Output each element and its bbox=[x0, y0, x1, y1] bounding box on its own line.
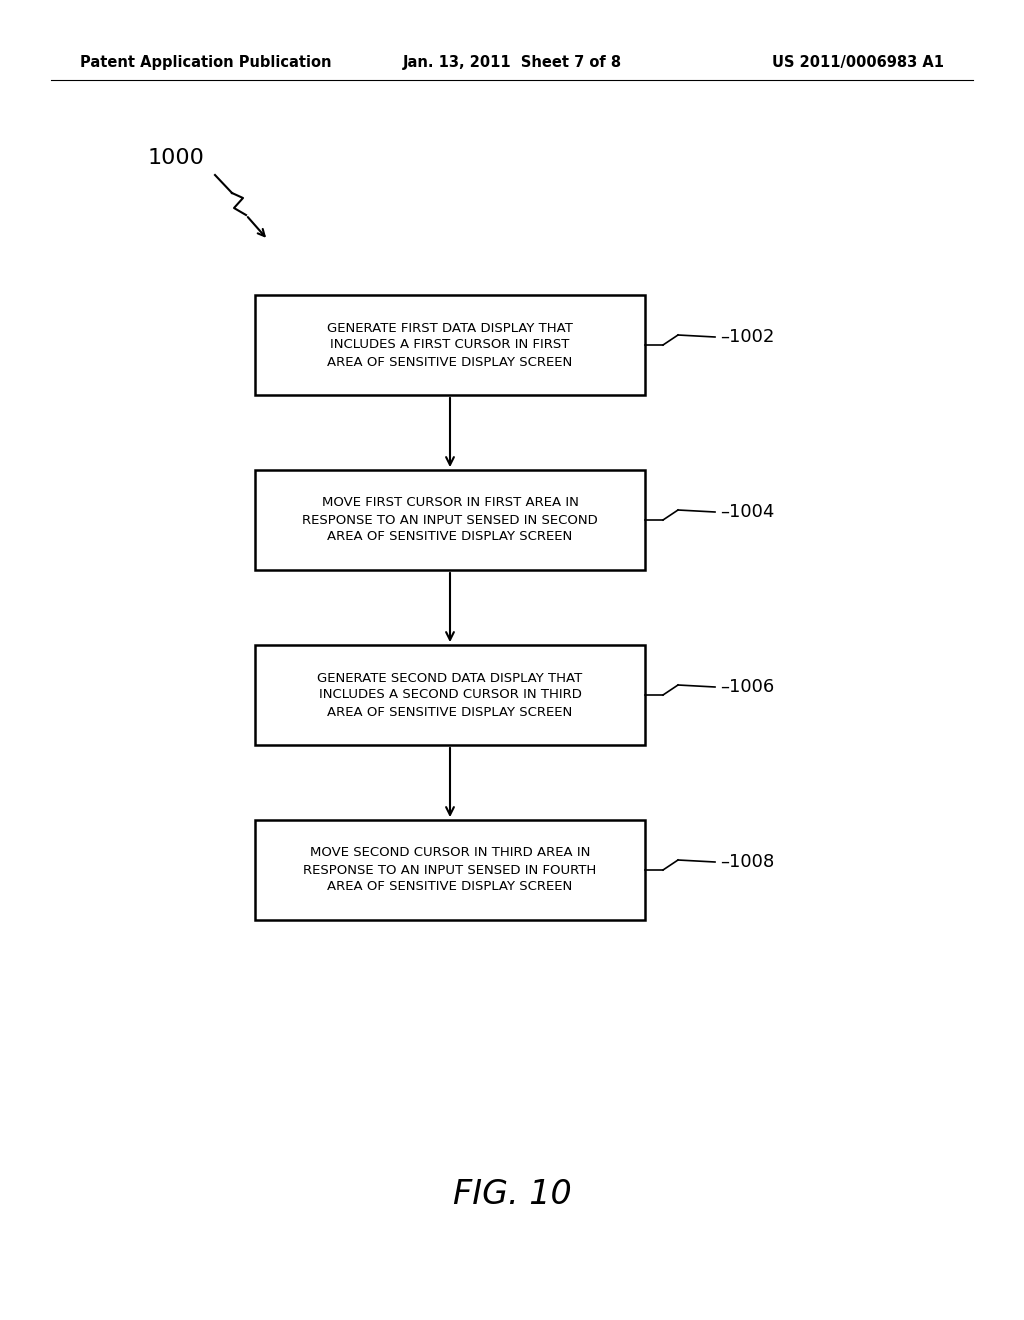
Text: 1000: 1000 bbox=[148, 148, 205, 168]
Text: Patent Application Publication: Patent Application Publication bbox=[80, 54, 332, 70]
Text: US 2011/0006983 A1: US 2011/0006983 A1 bbox=[772, 54, 944, 70]
Text: –1008: –1008 bbox=[720, 853, 774, 871]
Text: –1004: –1004 bbox=[720, 503, 774, 521]
Text: MOVE FIRST CURSOR IN FIRST AREA IN
RESPONSE TO AN INPUT SENSED IN SECOND
AREA OF: MOVE FIRST CURSOR IN FIRST AREA IN RESPO… bbox=[302, 496, 598, 544]
Bar bbox=[255, 645, 645, 744]
Text: –1006: –1006 bbox=[720, 678, 774, 696]
Text: MOVE SECOND CURSOR IN THIRD AREA IN
RESPONSE TO AN INPUT SENSED IN FOURTH
AREA O: MOVE SECOND CURSOR IN THIRD AREA IN RESP… bbox=[303, 846, 597, 894]
Bar bbox=[255, 820, 645, 920]
Text: –1002: –1002 bbox=[720, 327, 774, 346]
Text: GENERATE SECOND DATA DISPLAY THAT
INCLUDES A SECOND CURSOR IN THIRD
AREA OF SENS: GENERATE SECOND DATA DISPLAY THAT INCLUD… bbox=[317, 672, 583, 718]
Bar bbox=[255, 294, 645, 395]
Bar bbox=[255, 470, 645, 570]
Text: FIG. 10: FIG. 10 bbox=[453, 1179, 571, 1212]
Text: GENERATE FIRST DATA DISPLAY THAT
INCLUDES A FIRST CURSOR IN FIRST
AREA OF SENSIT: GENERATE FIRST DATA DISPLAY THAT INCLUDE… bbox=[327, 322, 573, 368]
Text: Jan. 13, 2011  Sheet 7 of 8: Jan. 13, 2011 Sheet 7 of 8 bbox=[402, 54, 622, 70]
